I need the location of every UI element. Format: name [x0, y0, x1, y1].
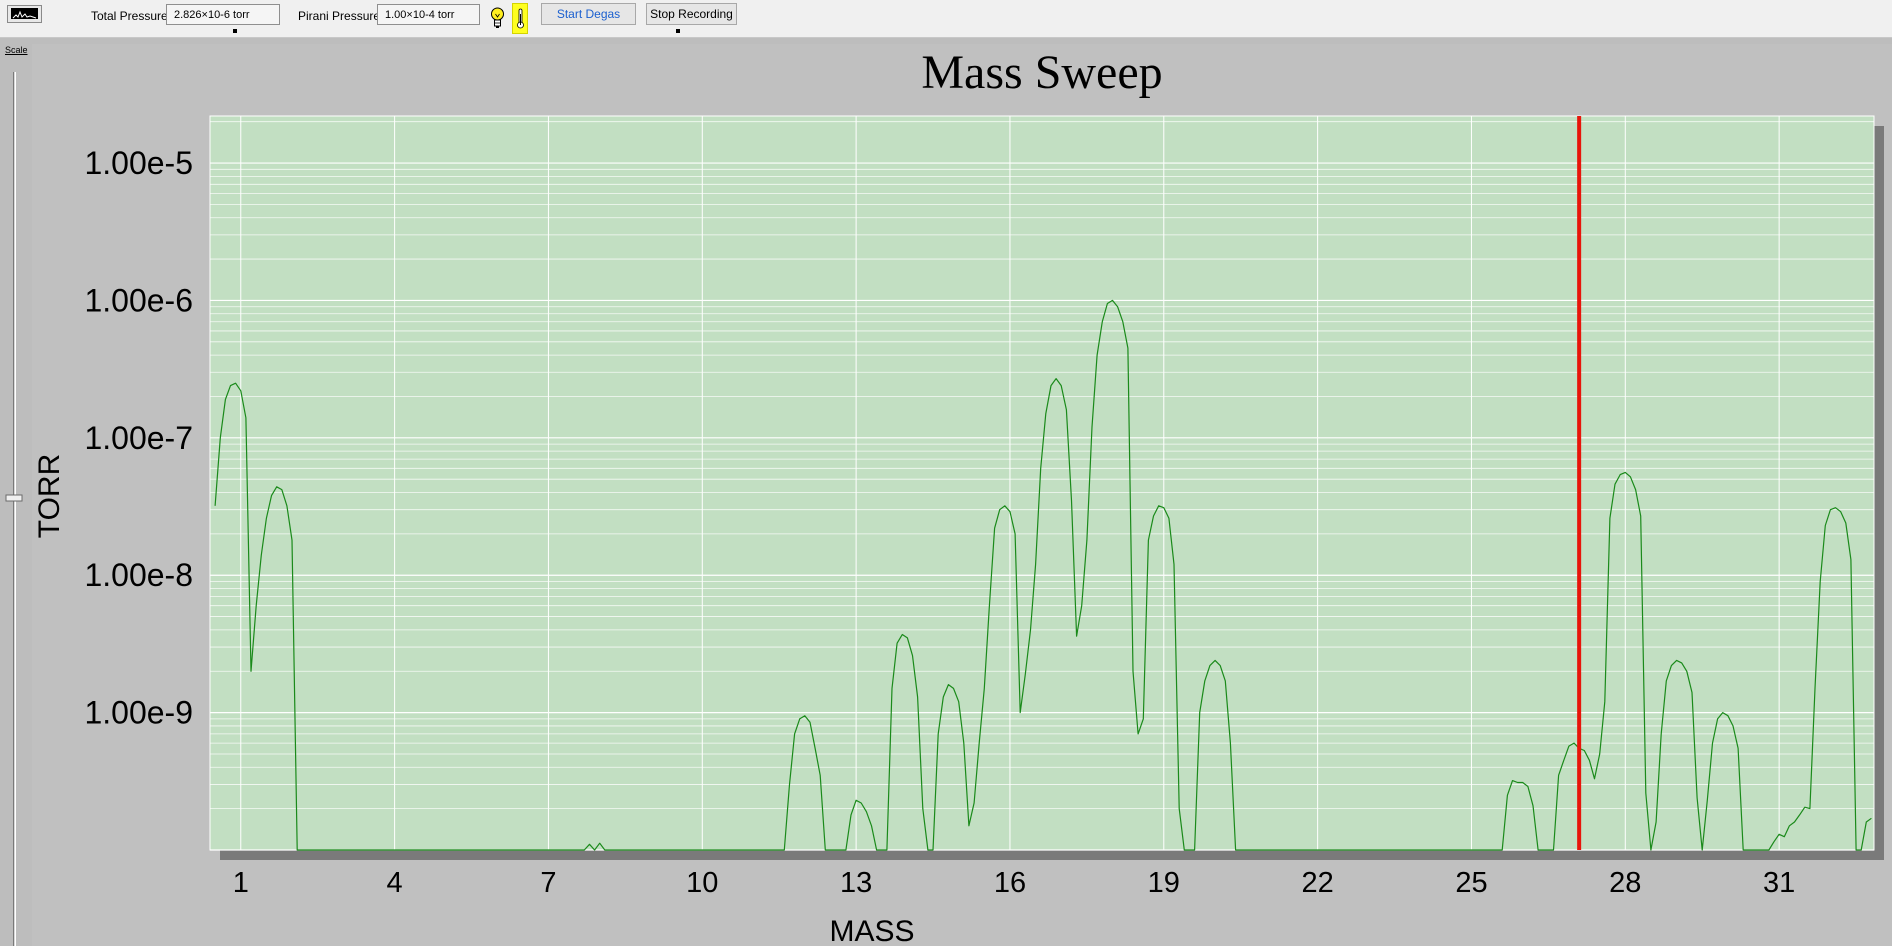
y-tick-label: 1.00e-9 — [84, 695, 193, 731]
x-tick-label: 13 — [840, 867, 872, 899]
scale-label: Scale — [5, 45, 28, 55]
x-tick-label: 28 — [1609, 867, 1641, 899]
y-tick-label: 1.00e-6 — [84, 282, 193, 318]
stop-recording-button[interactable]: Stop Recording — [646, 3, 737, 25]
y-tick-label: 1.00e-5 — [84, 145, 193, 181]
plot-background — [209, 115, 1875, 851]
stop-recording-indicator — [676, 29, 680, 33]
x-tick-label: 7 — [540, 867, 556, 899]
x-tick-label: 25 — [1455, 867, 1487, 899]
y-tick-label: 1.00e-7 — [84, 420, 193, 456]
chart-title: Mass Sweep — [921, 46, 1162, 99]
mass-sweep-chart: Mass Sweep 1.00e-5 1.00e-6 1.00e-7 1.00e-8 1.… — [33, 46, 1884, 946]
pirani-pressure-label: Pirani Pressure — [298, 9, 381, 23]
start-degas-button[interactable]: Start Degas — [541, 3, 636, 25]
spectrum-trace — [214, 299, 1872, 851]
plot-area: Mass Sweep 1.00e-5 1.00e-6 1.00e-7 1.00e-8 1.… — [32, 44, 1892, 946]
x-axis-label: MASS — [829, 915, 914, 946]
x-tick-label: 16 — [994, 867, 1026, 899]
y-tick-label: 1.00e-8 — [84, 557, 193, 593]
x-tick-label: 10 — [686, 867, 718, 899]
total-pressure-indicator — [233, 29, 237, 33]
thermometer-icon[interactable] — [512, 3, 528, 34]
x-tick-label: 1 — [233, 867, 249, 899]
total-pressure-field[interactable]: 2.826×10-6 torr — [166, 4, 280, 25]
x-tick-label: 19 — [1148, 867, 1180, 899]
filament-bulb-icon[interactable] — [489, 4, 506, 34]
x-tick-label: 22 — [1301, 867, 1333, 899]
x-tick-label: 4 — [387, 867, 403, 899]
y-axis-label: TORR — [33, 454, 66, 538]
pirani-pressure-field[interactable]: 1.00×10-4 torr — [377, 4, 480, 25]
spectrum-thumbnail-icon[interactable] — [7, 5, 42, 23]
total-pressure-label: Total Pressure — [91, 9, 168, 23]
x-tick-label: 31 — [1763, 867, 1795, 899]
toolbar: Total Pressure 2.826×10-6 torr Pirani Pr… — [0, 0, 1892, 38]
scale-slider-track[interactable] — [13, 72, 16, 946]
scale-slider-thumb[interactable] — [4, 489, 24, 502]
